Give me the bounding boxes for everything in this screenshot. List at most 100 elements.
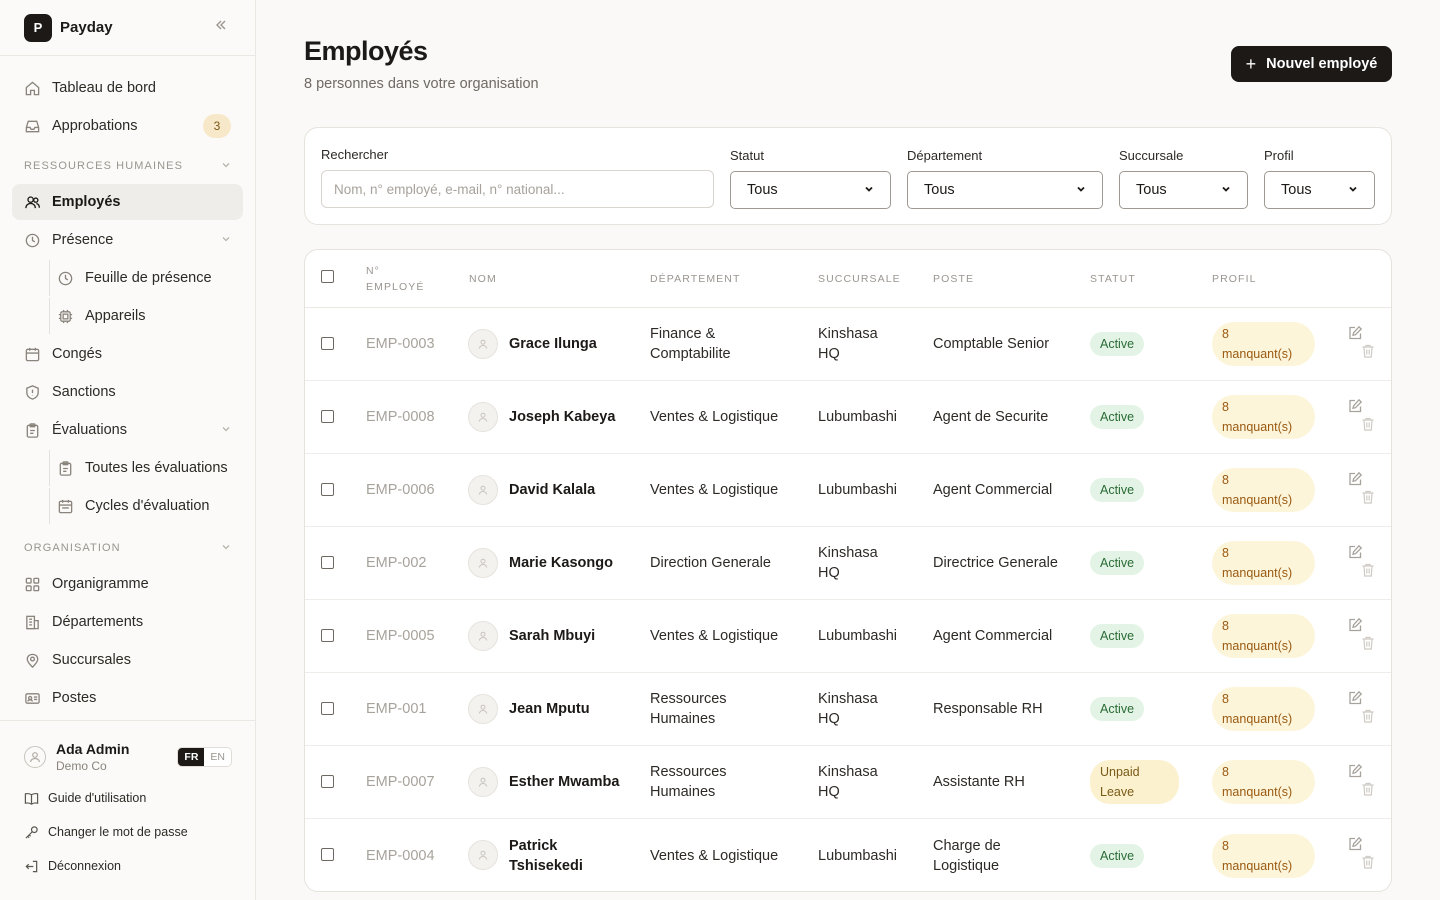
row-checkbox[interactable] (321, 410, 334, 423)
lang-en-button[interactable]: EN (204, 748, 231, 766)
col-status: STATUT (1090, 273, 1136, 285)
nav-item-employees[interactable]: Employés (12, 184, 243, 220)
trash-icon[interactable] (1361, 781, 1375, 797)
trash-icon[interactable] (1361, 635, 1375, 651)
shield-icon (24, 384, 41, 401)
cell-profile1: 8 (1222, 692, 1229, 706)
status-filter-select[interactable]: Tous (730, 171, 891, 209)
nav-item-orgchart[interactable]: Organigramme (12, 566, 243, 602)
row-checkbox[interactable] (321, 337, 334, 350)
nav-item-branches[interactable]: Succursales (12, 642, 243, 678)
row-checkbox[interactable] (321, 556, 334, 569)
trash-icon[interactable] (1361, 343, 1375, 359)
section-hr[interactable]: RESSOURCES HUMAINES (12, 148, 243, 184)
nav-item-attendance[interactable]: Présence (12, 222, 243, 258)
double-chevron-left-icon[interactable] (211, 18, 231, 37)
trash-icon[interactable] (1361, 562, 1375, 578)
edit-icon[interactable] (1347, 836, 1363, 852)
trash-icon[interactable] (1361, 489, 1375, 505)
nav-item-timesheet[interactable]: Feuille de présence (12, 260, 243, 296)
change-password-link[interactable]: Changer le mot de passe (24, 823, 232, 841)
nav-item-approvals[interactable]: Approbations 3 (12, 108, 243, 144)
employee-number: EMP-0008 (366, 407, 435, 427)
filters-panel: Rechercher Nom, n° employé, e-mail, n° n… (304, 127, 1392, 225)
col-department: DÉPARTEMENT (650, 273, 741, 285)
tree-line (49, 488, 50, 524)
employee-avatar (468, 329, 498, 359)
row-checkbox[interactable] (321, 702, 334, 715)
employee-department: Ventes & Logistique (650, 480, 778, 500)
table-row[interactable]: EMP-001 Jean Mputu Ressources Humaines Ki… (305, 673, 1391, 746)
new-employee-label: Nouvel employé (1266, 56, 1378, 72)
employee-position: Agent de Securite (933, 407, 1048, 427)
col-position: POSTE (933, 273, 975, 285)
table-row[interactable]: EMP-0006 David Kalala Ventes & Logistiqu… (305, 454, 1391, 527)
table-row[interactable]: EMP-0005 Sarah Mbuyi Ventes & Logistique… (305, 600, 1391, 673)
edit-icon[interactable] (1347, 544, 1363, 560)
department-filter-select[interactable]: Tous (907, 171, 1103, 209)
nav-item-sanctions[interactable]: Sanctions (12, 374, 243, 410)
row-checkbox[interactable] (321, 629, 334, 642)
edit-icon[interactable] (1347, 471, 1363, 487)
branch-filter-select[interactable]: Tous (1119, 171, 1248, 209)
trash-icon[interactable] (1361, 416, 1375, 432)
cell-pos1: Comptable Senior (933, 336, 1050, 352)
table-row[interactable]: EMP-0008 Joseph Kabeya Ventes & Logistiq… (305, 381, 1391, 454)
guide-link[interactable]: Guide d'utilisation (24, 789, 232, 807)
employee-name[interactable]: Joseph Kabeya (509, 407, 615, 427)
edit-icon[interactable] (1347, 325, 1363, 341)
col-branch: SUCCURSALE (818, 273, 901, 285)
edit-icon[interactable] (1347, 763, 1363, 779)
table-row[interactable]: EMP-002 Marie Kasongo Direction Generale… (305, 527, 1391, 600)
nav-item-evaluations[interactable]: Évaluations (12, 412, 243, 448)
section-organisation[interactable]: ORGANISATION (12, 530, 243, 566)
cell-branch1: Kinshasa (818, 691, 878, 707)
cell-dept1: Ressources (650, 691, 727, 707)
section-org-label: ORGANISATION (24, 542, 121, 554)
row-checkbox[interactable] (321, 775, 334, 788)
employee-name[interactable]: David Kalala (509, 480, 595, 500)
edit-icon[interactable] (1347, 690, 1363, 706)
employee-name[interactable]: Grace Ilunga (509, 334, 597, 354)
grid-icon (24, 576, 41, 593)
trash-icon[interactable] (1361, 708, 1375, 724)
table-row[interactable]: EMP-0004 Patrick Tshisekedi Ventes & Logi… (305, 819, 1391, 891)
lang-fr-button[interactable]: FR (178, 748, 205, 766)
nav-item-label: Organigramme (52, 576, 149, 592)
cell-profile1: 8 (1222, 619, 1229, 633)
nav-item-leaves[interactable]: Congés (12, 336, 243, 372)
row-checkbox[interactable] (321, 483, 334, 496)
nav-item-evaluation-cycles[interactable]: Cycles d'évaluation (12, 488, 243, 524)
nav-item-dashboard[interactable]: Tableau de bord (12, 70, 243, 106)
nav-item-all-evaluations[interactable]: Toutes les évaluations (12, 450, 243, 486)
employee-name[interactable]: Marie Kasongo (509, 553, 613, 573)
table-row[interactable]: EMP-0007 Esther Mwamba Ressources Humaine… (305, 746, 1391, 819)
sidebar-footer: Ada Admin Demo Co FR EN Guide d'utilisat… (0, 720, 256, 900)
nav-item-positions[interactable]: Postes (12, 680, 243, 716)
brand-name[interactable]: Payday (60, 19, 113, 36)
cell-dept2: Comptabilite (650, 346, 731, 362)
brand: P Payday (0, 0, 255, 56)
profile-filter-select[interactable]: Tous (1264, 171, 1375, 209)
table-row[interactable]: EMP-0003 Grace Ilunga Finance & Comptabil… (305, 308, 1391, 381)
select-all-checkbox[interactable] (321, 270, 334, 283)
trash-icon[interactable] (1361, 854, 1375, 870)
search-input[interactable]: Nom, n° employé, e-mail, n° national... (321, 170, 714, 208)
employee-name[interactable]: Sarah Mbuyi (509, 626, 595, 646)
nav-item-devices[interactable]: Appareils (12, 298, 243, 334)
edit-icon[interactable] (1347, 617, 1363, 633)
row-checkbox[interactable] (321, 848, 334, 861)
nav-item-departments[interactable]: Départements (12, 604, 243, 640)
book-icon (24, 791, 39, 806)
chevron-down-icon (864, 184, 874, 197)
logout-link[interactable]: Déconnexion (24, 857, 232, 875)
employee-name[interactable]: Esther Mwamba (509, 772, 619, 792)
new-employee-button[interactable]: + Nouvel employé (1231, 46, 1392, 82)
cell-profile1: 8 (1222, 838, 1229, 853)
employee-number: EMP-0003 (366, 334, 435, 354)
edit-icon[interactable] (1347, 398, 1363, 414)
employee-name[interactable]: Jean Mputu (509, 699, 590, 719)
employee-name[interactable]: Patrick Tshisekedi (509, 836, 583, 876)
cell-pos1: Agent Commercial (933, 628, 1053, 644)
cell-profile2: manquant(s) (1222, 712, 1293, 726)
